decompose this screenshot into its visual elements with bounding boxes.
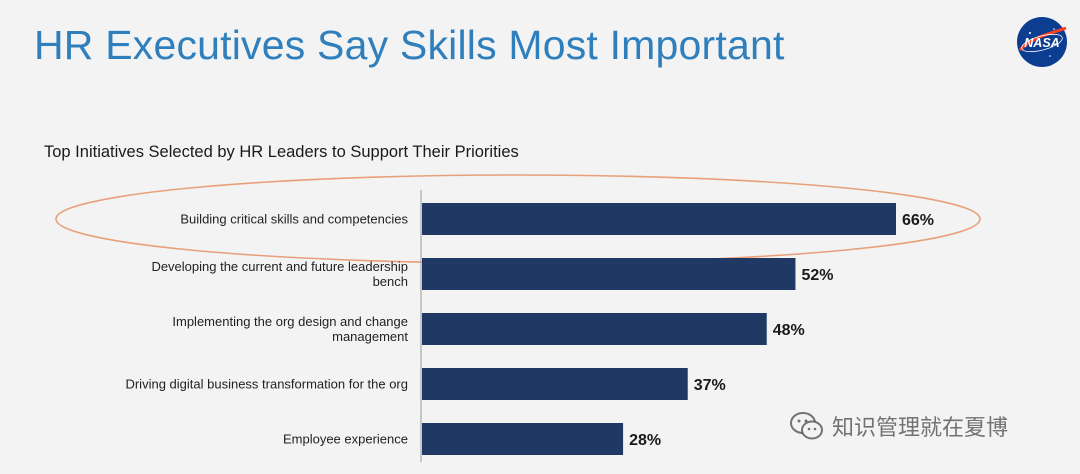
value-label: 52%: [801, 267, 833, 284]
category-label-line: management: [332, 329, 408, 344]
wechat-icon: [790, 412, 823, 440]
nasa-logo-text: NASA: [1024, 36, 1059, 50]
bar: [422, 258, 796, 290]
category-label-line: Driving digital business transformation …: [125, 377, 408, 392]
bar: [422, 368, 688, 400]
value-label: 66%: [902, 212, 934, 229]
watermark: 知识管理就在夏博: [790, 410, 1008, 442]
category-label-line: Implementing the org design and change: [172, 314, 408, 329]
category-label: Developing the current and future leader…: [151, 259, 408, 289]
value-label: 48%: [773, 322, 805, 339]
bar: [422, 203, 896, 235]
bar: [422, 313, 767, 345]
bar: [422, 423, 624, 455]
value-label: 37%: [694, 377, 726, 394]
slide-title: HR Executives Say Skills Most Important: [34, 22, 785, 68]
category-label-line: Building critical skills and competencie…: [180, 212, 408, 227]
category-label: Driving digital business transformation …: [125, 377, 408, 392]
chart-title: Top Initiatives Selected by HR Leaders t…: [44, 143, 519, 161]
category-label-line: Developing the current and future leader…: [151, 259, 408, 274]
category-label: Building critical skills and competencie…: [180, 212, 408, 227]
watermark-text: 知识管理就在夏博: [832, 416, 1009, 441]
category-label: Employee experience: [283, 432, 408, 447]
category-label: Implementing the org design and change ma…: [172, 314, 408, 344]
value-label: 28%: [629, 432, 661, 449]
category-label-line: Employee experience: [283, 432, 408, 447]
nasa-logo: NASA: [1017, 17, 1067, 67]
category-label-line: bench: [373, 274, 408, 289]
